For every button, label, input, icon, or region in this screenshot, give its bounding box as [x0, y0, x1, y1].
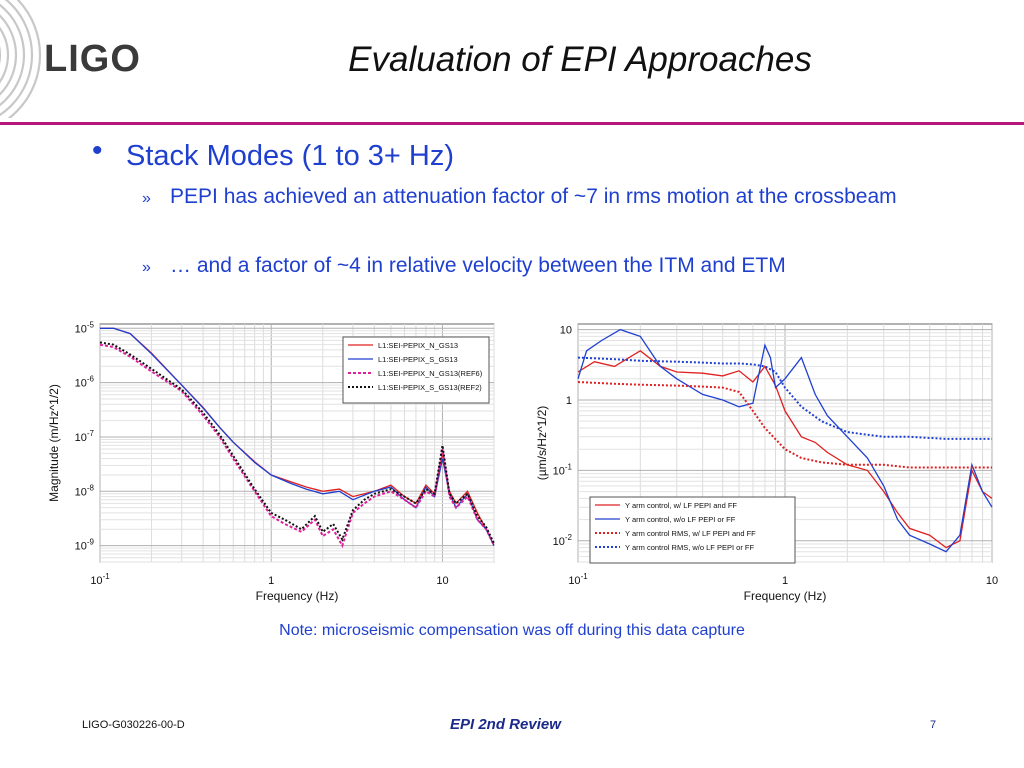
x-axis-label: Frequency (Hz)	[744, 589, 827, 603]
legend-box	[342, 336, 490, 404]
y-tick-label: 10-7	[75, 429, 95, 444]
sub-bullet-text: … and a factor of ~4 in relative velocit…	[170, 254, 786, 277]
series-line	[577, 350, 993, 549]
legend-entry: Y arm control, w/o LF PEPI or FF	[625, 515, 736, 524]
footer-page-number: 7	[930, 719, 937, 731]
bullet-text: Stack Modes (1 to 3+ Hz)	[126, 140, 454, 172]
series-line	[99, 343, 495, 549]
series-line	[577, 381, 992, 469]
y-tick-label: 10-8	[75, 483, 95, 498]
legend-box	[589, 496, 796, 564]
footer-review-title: EPI 2nd Review	[450, 716, 561, 733]
logo-text: LIGO	[44, 38, 141, 80]
x-tick-label: 1	[268, 575, 274, 587]
legend-entry: L1:SEI-PEPIX_S_GS13(REF2)	[378, 383, 482, 392]
title-divider	[0, 122, 1024, 125]
logo-arcs	[0, 0, 42, 118]
legend-entry: Y arm control RMS, w/ LF PEPI and FF	[625, 529, 756, 538]
sub-bullet-marker-icon: »	[142, 190, 151, 207]
capture-note: Note: microseismic compensation was off …	[279, 622, 745, 639]
legend-entry: Y arm control RMS, w/o LF PEPI or FF	[625, 543, 754, 552]
y-tick-label: 1	[566, 395, 572, 407]
legend-entry: L1:SEI-PEPIX_N_GS13	[378, 341, 458, 350]
sub-bullet-text: PEPI has achieved an attenuation factor …	[170, 185, 897, 208]
slide-title: Evaluation of EPI Approaches	[348, 40, 812, 79]
y-axis-label: Magnitude (m/Hz^1/2)	[47, 384, 61, 502]
y-tick-label: 10-9	[75, 538, 95, 553]
legend-entry: L1:SEI-PEPIX_S_GS13	[378, 355, 458, 364]
bullet-dot-icon: •	[92, 134, 103, 167]
ligo-logo: LIGO	[0, 0, 170, 118]
x-tick-label: 10-1	[90, 572, 110, 587]
y-axis-label: (µm/s/Hz^1/2)	[535, 406, 549, 481]
x-tick-label: 1	[782, 575, 788, 587]
y-tick-label: 10-1	[553, 462, 573, 477]
x-axis-label: Frequency (Hz)	[256, 589, 339, 603]
y-tick-label: 10-6	[75, 375, 95, 390]
series-line	[577, 328, 993, 553]
x-tick-label: 10	[436, 575, 448, 587]
series-line	[99, 341, 495, 544]
x-tick-label: 10	[986, 575, 998, 587]
x-tick-label: 10-1	[568, 572, 588, 587]
series-line	[577, 356, 992, 440]
sub-bullet-marker-icon: »	[142, 259, 151, 276]
magnitude-chart: 10-1 1 10 10-5 10-6 10-7 10-8 10-9 Frequency (Hz…	[38, 312, 500, 612]
velocity-chart: 10-1 1 10 10 1 10-1 10-2 Frequency (Hz) (µm/s/Hz…	[530, 312, 1000, 612]
footer-doc-id: LIGO-G030226-00-D	[82, 719, 185, 731]
y-tick-label: 10-5	[75, 320, 95, 335]
legend-entry: L1:SEI-PEPIX_N_GS13(REF6)	[378, 369, 483, 378]
y-tick-label: 10-2	[553, 533, 573, 548]
y-tick-label: 10	[560, 325, 572, 337]
legend-entry: Y arm control, w/ LF PEPI and FF	[625, 501, 737, 510]
